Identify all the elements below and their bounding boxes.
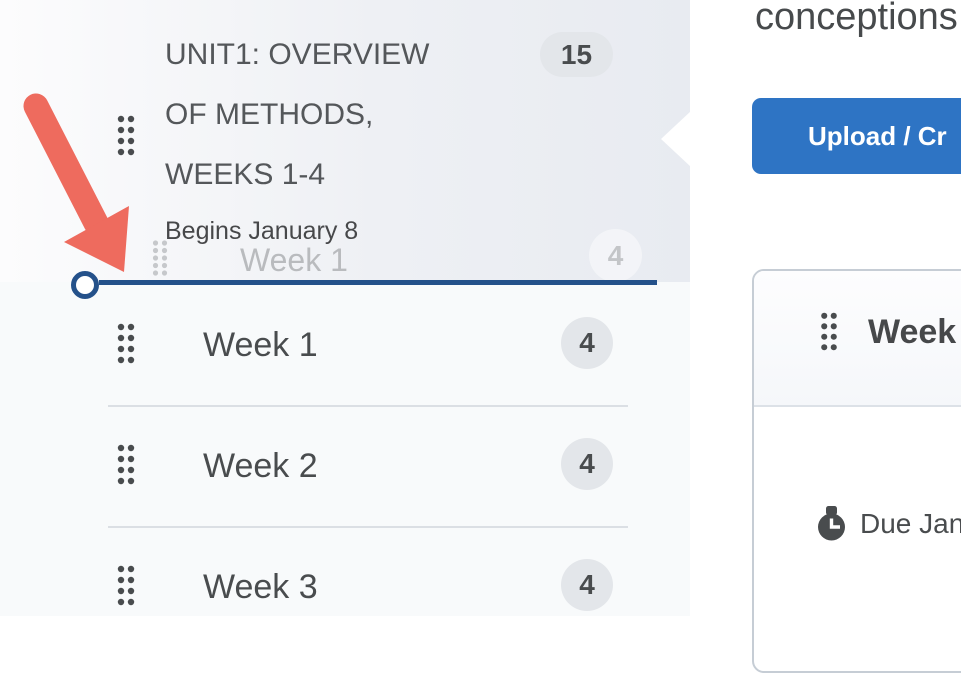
selected-item-notch — [661, 111, 691, 167]
sidebar-item-label: Week 3 — [203, 568, 318, 606]
sidebar-item-label: Week 2 — [203, 447, 318, 485]
sidebar-item-unit1[interactable]: UNIT1: OVERVIEW OF METHODS, WEEKS 1-4 15… — [0, 0, 691, 282]
topic-card-title: Week — [868, 312, 957, 351]
unit-title: UNIT1: OVERVIEW OF METHODS, WEEKS 1-4 — [165, 38, 430, 191]
item-count-badge: 4 — [561, 317, 613, 369]
drag-handle-icon[interactable] — [117, 115, 135, 157]
drag-handle-icon[interactable] — [820, 312, 838, 352]
drag-ghost-label: Week 1 — [240, 242, 348, 278]
topic-card-header: Week — [754, 271, 961, 407]
drop-indicator-line — [99, 280, 657, 285]
description-text-fragment: conceptions. — [755, 0, 961, 38]
drag-handle-icon — [152, 240, 168, 276]
item-count-badge: 4 — [561, 438, 613, 490]
upload-create-button[interactable]: Upload / Cr — [752, 98, 961, 174]
list-divider — [108, 405, 628, 407]
due-date-row: Due Jan — [818, 506, 961, 541]
drop-indicator-circle — [71, 271, 99, 299]
unit-count-badge: 15 — [540, 32, 613, 77]
list-divider — [108, 526, 628, 528]
clock-icon — [818, 506, 845, 541]
drag-handle-icon[interactable] — [117, 444, 135, 486]
course-content-sidebar: UNIT1: OVERVIEW OF METHODS, WEEKS 1-4 15… — [0, 0, 691, 611]
due-date-text: Due Jan — [860, 507, 961, 539]
item-count-badge: 4 — [561, 559, 613, 611]
drag-handle-icon[interactable] — [117, 565, 135, 607]
unit-start-date: Begins January 8 — [165, 217, 359, 245]
drag-ghost-count-badge: 4 — [589, 229, 642, 282]
drag-handle-icon[interactable] — [117, 323, 135, 365]
topic-card: Week Due Jan — [752, 269, 961, 673]
sidebar-item-label: Week 1 — [203, 326, 318, 364]
